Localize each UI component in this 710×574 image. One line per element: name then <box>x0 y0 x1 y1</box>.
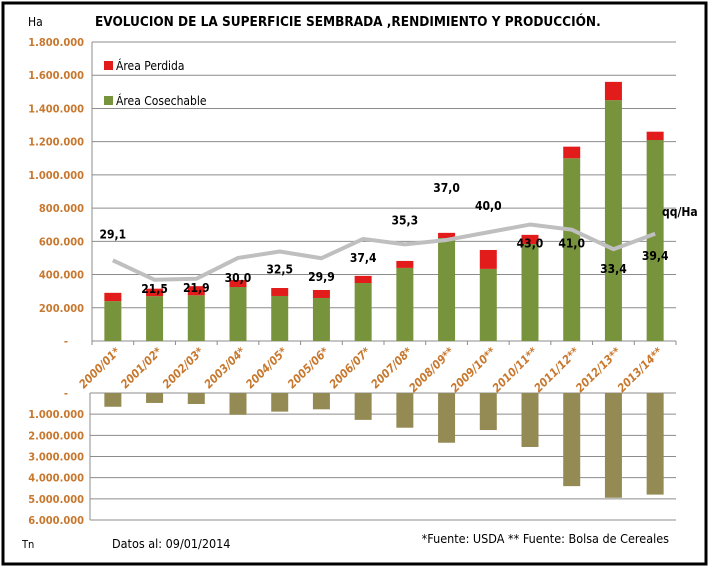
yield-data-label: 30,0 <box>225 271 252 285</box>
bar-area-cosechable <box>146 296 164 341</box>
bar-area-perdida <box>396 260 414 268</box>
y-axis-unit-tn: Tn <box>21 538 34 551</box>
y-tick-label: 1.000.000 <box>28 408 84 421</box>
yield-data-label: 21,9 <box>183 281 210 295</box>
bar-area-cosechable <box>521 243 539 341</box>
bar-area-perdida <box>146 288 164 297</box>
bar-produccion <box>229 393 247 415</box>
chart-title: EVOLUCION DE LA SUPERFICIE SEMBRADA ,REN… <box>95 12 601 30</box>
bar-area-cosechable <box>271 295 289 341</box>
upper-grid: - 200.000 400.000 600.000 800.000 1.000.000 1.… <box>28 36 677 348</box>
bar-area-perdida <box>604 81 622 101</box>
y-tick-label: 1.800.000 <box>28 36 84 49</box>
bar-area-perdida <box>354 275 372 284</box>
bar-produccion <box>479 393 497 431</box>
y-tick-label: 200.000 <box>39 302 84 315</box>
y-tick-label: 6.000.000 <box>28 514 84 527</box>
legend: Área Perdida Área Cosechable <box>104 58 207 108</box>
bar-area-cosechable <box>604 100 622 341</box>
bar-produccion <box>104 393 122 407</box>
bar-area-cosechable <box>438 238 456 341</box>
y-tick-label: 1.400.000 <box>28 102 84 115</box>
legend-swatch-area-cosechable <box>104 96 113 105</box>
bar-area-perdida <box>229 280 247 288</box>
bar-area-perdida <box>438 232 456 239</box>
bar-produccion <box>354 393 372 420</box>
yield-data-label: 33,4 <box>600 262 627 276</box>
y-tick-label: 400.000 <box>39 269 84 282</box>
source-note: *Fuente: USDA ** Fuente: Bolsa de Cereal… <box>422 531 669 546</box>
yield-data-label: 29,1 <box>100 227 127 241</box>
yield-data-label: 35,3 <box>392 213 419 227</box>
y-tick-label: 1.200.000 <box>28 136 84 149</box>
yield-data-label: 43,0 <box>517 237 544 251</box>
bar-area-perdida <box>187 286 205 296</box>
y-tick-label: 1.000.000 <box>28 169 84 182</box>
y-tick-label: 600.000 <box>39 235 84 248</box>
yield-data-label: 37,0 <box>433 181 460 195</box>
y-tick-label: 2.000.000 <box>28 429 84 442</box>
bar-produccion <box>271 393 289 412</box>
bar-area-cosechable <box>396 267 414 341</box>
bar-area-cosechable <box>229 287 247 341</box>
bar-area-cosechable <box>646 140 664 341</box>
bar-produccion <box>521 393 539 447</box>
bar-area-perdida <box>104 292 122 302</box>
yield-data-label: 32,5 <box>266 263 293 277</box>
bar-area-cosechable <box>104 301 122 341</box>
yield-data-label: 41,0 <box>558 237 585 251</box>
yield-data-label: 29,9 <box>308 270 335 284</box>
bar-produccion <box>396 393 414 428</box>
y-tick-label: 4.000.000 <box>28 472 84 485</box>
bar-area-perdida <box>563 146 581 159</box>
bar-produccion <box>646 393 664 495</box>
bar-area-perdida <box>312 290 330 298</box>
bar-area-perdida <box>271 288 289 296</box>
lower-bars <box>104 393 664 498</box>
y-tick-label: - <box>64 387 68 400</box>
y-tick-label: - <box>64 335 68 348</box>
y-axis-unit-ha: Ha <box>28 15 43 29</box>
yield-line-path <box>112 222 656 282</box>
y-tick-label: 3.000.000 <box>28 451 84 464</box>
bar-produccion <box>604 393 622 498</box>
yield-data-label: 37,4 <box>350 251 377 265</box>
yield-unit-label: qq/Ha <box>662 205 698 219</box>
bar-area-cosechable <box>312 297 330 341</box>
bar-area-cosechable <box>479 268 497 341</box>
bar-area-perdida <box>479 249 497 269</box>
yield-data-label: 21,5 <box>141 282 168 296</box>
legend-label-area-perdida: Área Perdida <box>116 58 185 73</box>
yield-line: 29,1 21,5 21,9 30,0 32,5 29,9 37,4 35,3 37,0 40,0… <box>100 181 669 296</box>
legend-label-area-cosechable: Área Cosechable <box>116 93 207 108</box>
bar-area-cosechable <box>187 295 205 341</box>
bar-produccion <box>146 393 164 403</box>
bar-area-perdida <box>521 234 539 244</box>
y-tick-label: 5.000.000 <box>28 493 84 506</box>
y-tick-label: 800.000 <box>39 202 84 215</box>
date-note: Datos al: 09/01/2014 <box>112 536 230 551</box>
yield-data-label: 39,4 <box>642 249 669 263</box>
bar-area-cosechable <box>354 283 372 341</box>
bar-produccion <box>187 393 205 405</box>
bar-produccion <box>563 393 581 487</box>
bar-area-perdida <box>646 131 664 141</box>
yield-data-label: 40,0 <box>475 199 502 213</box>
bar-produccion <box>312 393 330 410</box>
bar-area-cosechable <box>563 158 581 341</box>
bar-produccion <box>438 393 456 443</box>
legend-swatch-area-perdida <box>104 61 113 70</box>
upper-bars <box>104 81 664 341</box>
y-tick-label: 1.600.000 <box>28 69 84 82</box>
